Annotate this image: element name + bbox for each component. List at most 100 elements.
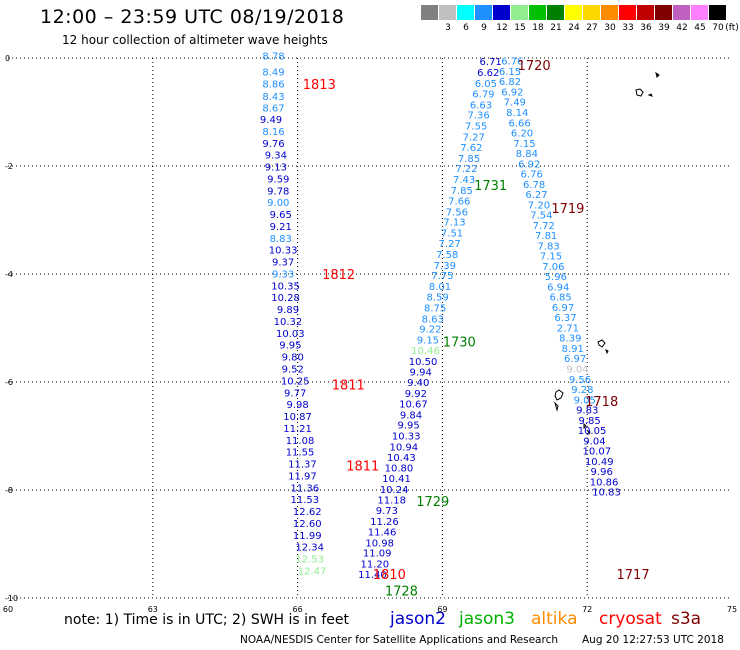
wave-height-value: 7.15 — [513, 139, 535, 150]
satellite-name: s3a — [671, 609, 702, 629]
wave-height-value: 9.94 — [410, 368, 432, 379]
wave-height-value: 11.21 — [283, 424, 312, 435]
wave-height-value: 12.60 — [293, 519, 322, 530]
wave-height-value: 8.84 — [516, 149, 538, 160]
wave-height-value: 9.59 — [267, 174, 289, 185]
wave-height-value: 9.40 — [407, 378, 429, 389]
wave-height-value: 9.78 — [267, 186, 289, 197]
wave-height-value: 9.85 — [578, 416, 600, 427]
legend-tick-label: 42 — [676, 23, 688, 33]
wave-height-value: 7.27 — [463, 132, 485, 143]
wave-height-value: 10.86 — [590, 477, 619, 488]
wave-height-value: 9.00 — [267, 198, 289, 209]
wave-height-value: 7.83 — [537, 241, 559, 252]
wave-height-value: 9.04 — [566, 365, 588, 376]
lon-tick-label: 72 — [582, 605, 592, 614]
legend-swatch — [691, 5, 708, 20]
wave-height-value: 6.97 — [564, 354, 586, 365]
wave-height-value: 5.96 — [545, 272, 567, 283]
wave-height-value: 9.84 — [400, 410, 422, 421]
wave-height-value: 6.76 — [501, 57, 523, 68]
wave-height-value: 7.56 — [446, 207, 468, 218]
wave-height-value: 6.05 — [475, 79, 497, 90]
wave-height-value: 6.85 — [550, 293, 572, 304]
wave-height-value: 9.15 — [417, 335, 439, 346]
wave-height-value: 9.04 — [583, 436, 605, 447]
map-title: 12:00 – 23:59 UTC 08/19/2018 — [40, 6, 345, 28]
wave-height-value: 6.71 — [480, 57, 502, 68]
wave-height-value: 11.36 — [291, 483, 320, 494]
wave-height-value: 11.55 — [286, 448, 315, 459]
wave-height-value: 10.33 — [392, 431, 421, 442]
legend-swatch — [619, 5, 636, 20]
legend-tick-label: 45 — [694, 23, 706, 33]
wave-height-value: 10.28 — [271, 293, 300, 304]
wave-height-value: 10.49 — [585, 457, 614, 468]
pass-time-label: 1719 — [551, 202, 584, 217]
wave-height-value: 11.40 — [358, 570, 387, 581]
legend-tick-label: 36 — [640, 23, 652, 33]
legend-tick-label: 30 — [604, 23, 616, 33]
legend-tick-label: 33 — [622, 23, 634, 33]
wave-height-value: 6.15 — [499, 67, 521, 78]
wave-height-value: 9.05 — [574, 395, 596, 406]
wave-height-value: 6.82 — [499, 77, 521, 88]
wave-height-value: 10.80 — [385, 463, 414, 474]
wave-height-value: 7.43 — [453, 175, 475, 186]
wave-height-value: 11.09 — [363, 549, 392, 560]
wave-height-value: 7.49 — [504, 98, 526, 109]
wave-height-value: 8.75 — [424, 303, 446, 314]
wave-height-value: 9.95 — [279, 341, 301, 352]
wave-height-value: 9.49 — [260, 115, 282, 126]
wave-height-value: 10.98 — [365, 538, 394, 549]
wave-height-value: 7.36 — [467, 111, 489, 122]
map-subtitle: 12 hour collection of altimeter wave hei… — [62, 33, 328, 47]
wave-height-value: 7.55 — [465, 122, 487, 133]
satellite-name: jason2 — [390, 609, 446, 629]
satellite-tracks: 8.78 8.498.86 8.438.679.498.169.769.349.13… — [260, 51, 621, 581]
wave-height-value: 10.05 — [578, 426, 607, 437]
legend-swatch — [439, 5, 456, 20]
footnote: note: 1) Time is in UTC; 2) SWH is in fe… — [64, 612, 350, 628]
wave-height-value: 9.21 — [270, 222, 292, 233]
wave-height-value: 7.39 — [434, 261, 456, 272]
wave-height-value: 9.83 — [576, 406, 598, 417]
wave-height-value: 9.92 — [405, 389, 427, 400]
wave-height-value: 8.86 — [262, 79, 284, 90]
wave-height-value: 11.97 — [288, 471, 317, 482]
wave-height-value: 9.73 — [376, 506, 398, 517]
legend-swatch — [583, 5, 600, 20]
legend-swatch — [547, 5, 564, 20]
wave-height-value: 6.66 — [508, 118, 530, 129]
wave-height-value: 11.53 — [291, 495, 320, 506]
lon-tick-label: 69 — [437, 605, 447, 614]
lon-tick-label: 60 — [3, 605, 13, 614]
wave-height-value: 9.98 — [286, 400, 308, 411]
coastline — [553, 71, 660, 436]
legend-swatch — [637, 5, 654, 20]
legend-tick-label: 6 — [463, 23, 469, 33]
wave-height-value: 8.67 — [262, 104, 284, 115]
legend-swatch — [475, 5, 492, 20]
wave-height-value: 7.58 — [436, 250, 458, 261]
wave-height-value: 10.94 — [389, 442, 418, 453]
wave-height-value: 7.72 — [533, 221, 555, 232]
wave-height-value: 7.06 — [542, 262, 564, 273]
wave-height-value: 10.24 — [380, 485, 409, 496]
wave-height-value: 10.35 — [271, 281, 300, 292]
wave-height-value: 11.20 — [361, 559, 390, 570]
wave-height-value: 9.80 — [282, 353, 304, 364]
pass-time-label: 1813 — [303, 78, 336, 93]
pass-time-label: 1718 — [585, 395, 618, 410]
lat-tick-label: -2 — [5, 162, 13, 171]
legend-swatch — [565, 5, 582, 20]
legend-tick-label: 39 — [658, 23, 670, 33]
wave-height-value: 7.85 — [451, 186, 473, 197]
pass-time-label: 1810 — [373, 568, 406, 583]
lat-tick-label: -6 — [5, 378, 13, 387]
legend-swatch — [655, 5, 672, 20]
pass-time-label: 1731 — [474, 179, 507, 194]
satellite-name: altika — [531, 609, 578, 629]
wave-height-value: 7.75 — [431, 271, 453, 282]
wave-height-value: 10.87 — [283, 412, 312, 423]
